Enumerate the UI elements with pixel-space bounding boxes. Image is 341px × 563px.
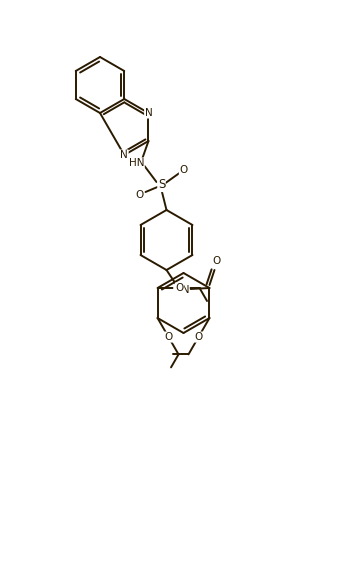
Text: HN: HN: [129, 158, 144, 168]
Text: N: N: [120, 150, 128, 160]
Text: O: O: [135, 190, 144, 200]
Text: N: N: [145, 108, 152, 118]
Text: O: O: [194, 332, 203, 342]
Text: O: O: [175, 283, 184, 293]
Text: S: S: [158, 178, 165, 191]
Text: O: O: [179, 165, 188, 175]
Text: O: O: [164, 332, 173, 342]
Text: O: O: [212, 256, 221, 266]
Text: HN: HN: [174, 285, 189, 295]
